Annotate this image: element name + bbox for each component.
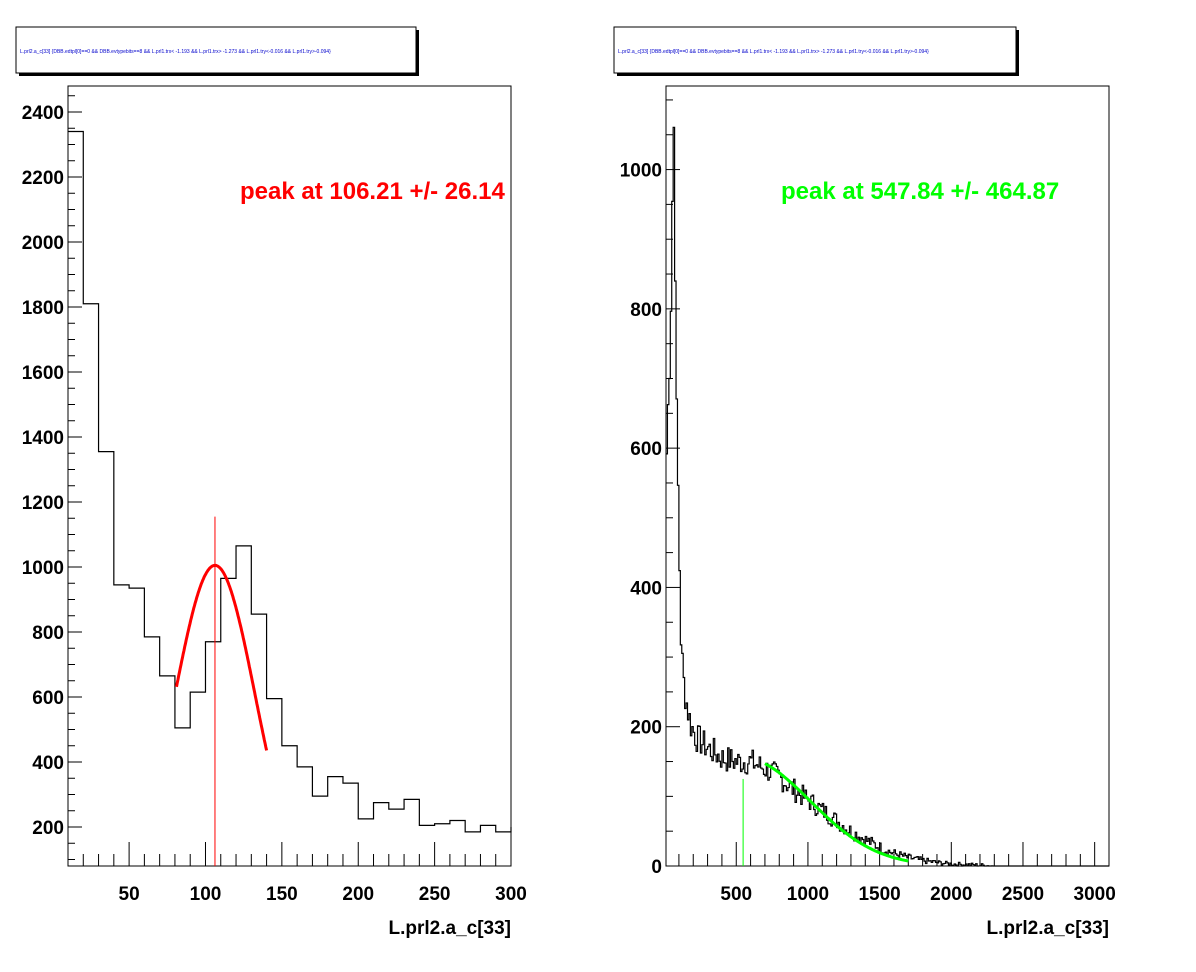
right-peak-annotation: peak at 547.84 +/- 464.87 — [781, 178, 1059, 205]
y-tick-label: 600 — [630, 439, 662, 460]
x-tick-label: 250 — [419, 884, 451, 905]
y-tick-label: 2000 — [22, 233, 64, 254]
y-tick-label: 1400 — [22, 428, 64, 449]
y-tick-label: 600 — [32, 688, 64, 709]
right-histogram-panel: L.prl2.a_c[33] {DBB.edtpl[0]==0 && DBB.e… — [613, 26, 1116, 939]
right-histogram-outline — [666, 126, 1109, 867]
x-tick-label: 150 — [266, 884, 298, 905]
y-tick-label: 2200 — [22, 168, 64, 189]
right-hist-title: L.prl2.a_c[33] {DBB.edtpl[0]==0 && DBB.e… — [618, 49, 929, 55]
x-tick-label: 1000 — [787, 884, 829, 905]
right-x-axis-title: L.prl2.a_c[33] — [987, 918, 1110, 939]
y-tick-label: 400 — [32, 753, 64, 774]
y-tick-label: 1600 — [22, 363, 64, 384]
left-hist-title: L.prl2.a_c[33] {DBB.edtpl[0]==0 && DBB.e… — [20, 49, 331, 55]
x-tick-label: 3000 — [1074, 884, 1116, 905]
right-x-ticks: 500 1000 1500 2000 2500 3000 — [678, 842, 1116, 905]
left-title-box — [15, 26, 417, 74]
left-plot-frame — [67, 85, 512, 867]
y-tick-label: 1800 — [22, 298, 64, 319]
x-tick-label: 50 — [119, 884, 140, 905]
left-gaussian-fit-curve — [175, 563, 269, 751]
y-tick-label: 0 — [651, 857, 662, 878]
x-tick-label: 200 — [342, 884, 374, 905]
y-tick-label: 2400 — [22, 103, 64, 124]
y-tick-label: 800 — [32, 623, 64, 644]
y-tick-label: 1000 — [22, 558, 64, 579]
right-y-ticks: 0 200 400 600 800 1000 — [620, 99, 680, 878]
right-plot-frame — [665, 85, 1110, 867]
y-tick-label: 400 — [630, 578, 662, 599]
x-tick-label: 100 — [190, 884, 222, 905]
y-tick-label: 1000 — [620, 161, 662, 182]
y-tick-label: 1200 — [22, 493, 64, 514]
left-peak-annotation: peak at 106.21 +/- 26.14 — [240, 178, 506, 205]
y-tick-label: 200 — [630, 718, 662, 739]
x-tick-label: 2000 — [930, 884, 972, 905]
left-x-ticks: 50 100 150 200 250 300 — [67, 842, 527, 905]
x-tick-label: 300 — [495, 884, 527, 905]
y-tick-label: 200 — [32, 818, 64, 839]
left-y-ticks: 200 400 600 800 1000 1200 1400 1600 1800 2000 2200… — [22, 95, 82, 860]
left-histogram-outline — [68, 130, 512, 833]
right-gaussian-fit-curve — [764, 762, 909, 863]
left-x-axis-title: L.prl2.a_c[33] — [389, 918, 512, 939]
x-tick-label: 2500 — [1002, 884, 1044, 905]
right-title-box — [613, 26, 1017, 74]
y-tick-label: 800 — [630, 300, 662, 321]
x-tick-label: 500 — [720, 884, 752, 905]
left-histogram-panel: L.prl2.a_c[33] {DBB.edtpl[0]==0 && DBB.e… — [15, 26, 527, 939]
x-tick-label: 1500 — [858, 884, 900, 905]
